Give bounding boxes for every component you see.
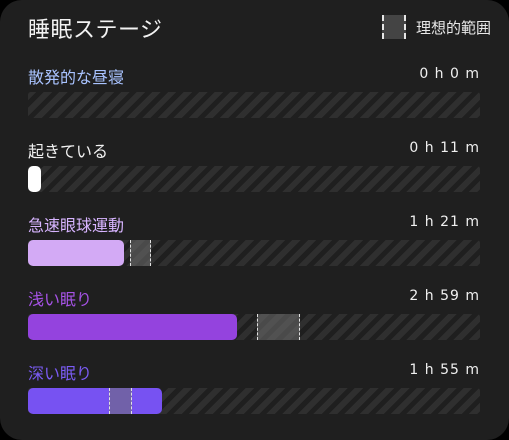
stage-bar-track: [28, 240, 480, 266]
stage-duration: 0 h 0 m: [419, 66, 480, 82]
stage-label: 起きている: [28, 142, 109, 161]
ideal-range-swatch-icon: [381, 15, 406, 39]
stage-label: 散発的な昼寝: [28, 68, 125, 87]
stage-bar-fill: [28, 166, 41, 192]
ideal-range-marker: [109, 388, 132, 414]
stage-bar-fill: [28, 240, 124, 266]
stage-bar-track: [28, 166, 480, 192]
stage-label: 急速眼球運動: [28, 216, 125, 235]
stage-bar-track: [28, 92, 480, 118]
stage-duration: 0 h 11 m: [409, 140, 480, 156]
stage-duration: 1 h 21 m: [409, 214, 480, 230]
stage-label: 深い眠り: [28, 364, 93, 383]
stage-bar-track: [28, 388, 480, 414]
stage-duration: 1 h 55 m: [409, 362, 480, 378]
stage-bar-fill: [28, 388, 162, 414]
card-title: 睡眠ステージ: [28, 18, 163, 43]
ideal-range-marker: [130, 240, 151, 266]
ideal-range-marker: [257, 314, 300, 340]
legend: 理想的範囲: [381, 14, 491, 40]
stage-duration: 2 h 59 m: [409, 288, 480, 304]
stage-label: 浅い眠り: [28, 290, 93, 309]
stage-bar-fill: [28, 314, 237, 340]
legend-label: 理想的範囲: [415, 18, 491, 37]
stage-bar-track: [28, 314, 480, 340]
